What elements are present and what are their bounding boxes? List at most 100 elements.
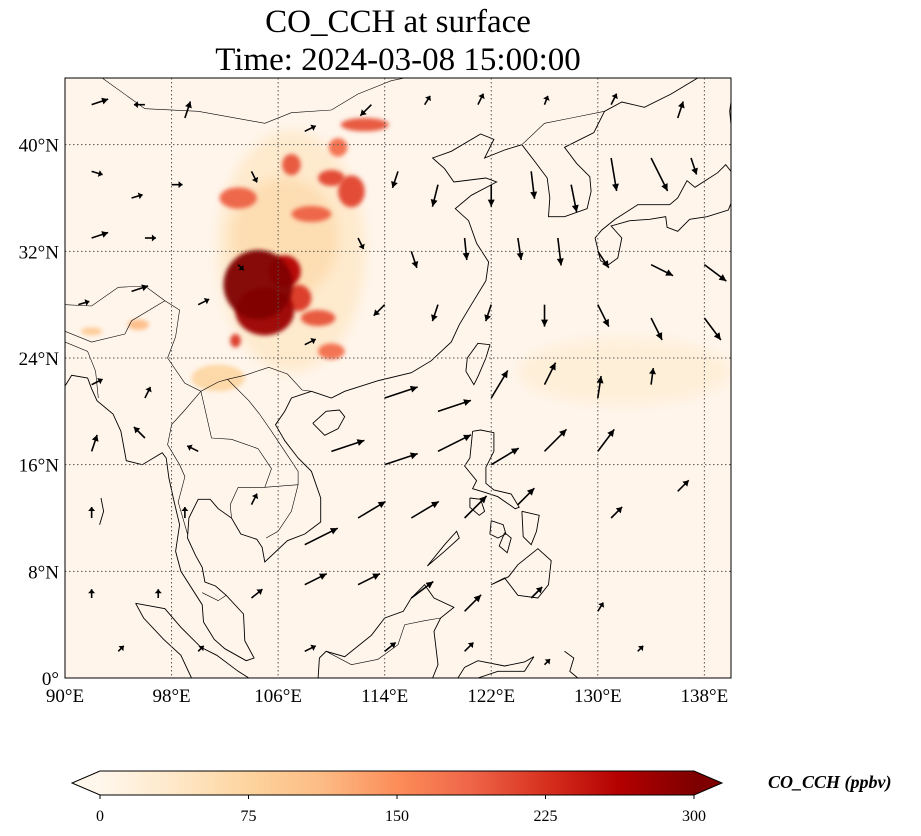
wind-arrow: [556, 237, 564, 266]
coastline-borneo: [317, 584, 455, 678]
wind-arrow: [543, 658, 551, 666]
lat-tick-label: 0°: [42, 669, 59, 690]
border-india-burma: [65, 300, 166, 343]
concentration-hotspot: [291, 206, 332, 222]
wind-arrow: [650, 263, 674, 277]
wind-arrow: [677, 479, 690, 492]
wind-arrow: [131, 284, 149, 293]
wind-arrow: [650, 157, 669, 192]
wind-arrow-head: [637, 645, 644, 652]
wind-arrow: [88, 589, 96, 598]
wind-arrow-head: [615, 507, 623, 514]
wind-arrow: [597, 304, 610, 328]
colorbar-tick-label: 150: [385, 808, 409, 825]
concentration-hotspot: [223, 249, 293, 320]
wind-arrow-head: [682, 480, 689, 487]
wind-arrow-head: [478, 93, 485, 100]
wind-arrow: [133, 426, 146, 439]
map-title-line2: Time: 2024-03-08 15:00:00: [215, 42, 581, 78]
wind-arrow: [410, 580, 434, 599]
wind-arrow-head: [178, 181, 183, 189]
lon-tick-label: 122°E: [467, 686, 515, 707]
latitude-tick-labels: 0° 8°N 16°N 24°N 32°N 40°N: [19, 136, 60, 690]
wind-arrow-head: [251, 493, 259, 500]
wind-arrow: [133, 101, 145, 109]
lat-tick-label: 8°N: [28, 562, 59, 583]
lat-tick-label: 24°N: [19, 349, 60, 370]
wind-arrow: [484, 304, 492, 322]
wind-arrow-head: [543, 95, 550, 101]
coastline-mindoro: [469, 497, 486, 516]
wind-arrow: [610, 506, 623, 519]
wind-arrow: [490, 447, 520, 466]
coastline-panay: [489, 520, 507, 539]
wind-arrow-head: [145, 387, 152, 393]
coastline-hainan: [312, 409, 346, 436]
wind-arrow: [91, 231, 109, 239]
wind-arrow: [703, 317, 722, 341]
wind-arrow-head: [360, 109, 367, 116]
wind-arrow: [543, 95, 550, 105]
wind-arrow-head: [141, 284, 149, 292]
concentration-hotspot: [219, 187, 257, 209]
wind-arrow: [197, 645, 205, 652]
wind-arrow-head: [556, 258, 564, 266]
border-cambodia: [264, 484, 299, 488]
wind-arrow: [464, 594, 482, 612]
concentration-hotspot: [230, 334, 241, 348]
wind-arrow-head: [596, 376, 604, 384]
wind-arrow: [423, 95, 431, 106]
colorbar-ticks: 0 75 150 225 300: [96, 795, 706, 825]
wind-arrow: [181, 507, 189, 518]
wind-arrow-head: [607, 429, 615, 438]
wind-arrow-head: [97, 377, 103, 385]
colorbar: 0 75 150 225 300 CO_CCH (ppbv): [70, 770, 892, 825]
border-burma-thailand: [167, 391, 202, 535]
wind-arrow: [610, 93, 618, 106]
wind-arrow-head: [251, 176, 259, 183]
wind-arrow-head: [310, 337, 316, 345]
wind-arrow: [117, 645, 125, 652]
wind-arrow: [464, 641, 474, 652]
wind-arrow: [304, 124, 317, 133]
wind-arrow-head: [677, 101, 685, 109]
coastline-samar-leyte: [521, 510, 540, 546]
concentration-field: [80, 118, 731, 405]
concentration-hotspot: [338, 175, 365, 208]
wind-arrow: [90, 434, 99, 452]
coastline-negros-cebu: [498, 532, 512, 554]
wind-arrow-head: [389, 642, 396, 649]
wind-arrow: [517, 487, 535, 506]
wind-arrow-head: [425, 581, 434, 589]
wind-arrow: [184, 101, 192, 119]
coastline-halmahera: [564, 650, 579, 678]
wind-arrow-head: [661, 183, 668, 191]
lon-tick-label: 130°E: [574, 686, 622, 707]
wind-arrow-head: [88, 589, 96, 594]
coastline-mindanao: [490, 548, 552, 599]
wind-arrow-head: [409, 385, 418, 393]
wind-arrow: [384, 641, 397, 652]
wind-arrow: [596, 375, 604, 399]
wind-arrow-head: [430, 199, 438, 207]
wind-arrow: [477, 93, 485, 106]
wind-arrow-head: [187, 444, 193, 451]
border-china-mongolia: [101, 78, 405, 124]
wind-arrow-head: [203, 297, 210, 305]
wind-arrow-head: [101, 231, 109, 238]
wind-arrow: [703, 264, 727, 282]
colorbar-gradient: [100, 771, 694, 795]
wind-arrow: [530, 586, 543, 599]
wind-arrow: [250, 493, 259, 506]
wind-arrow-head: [151, 234, 156, 242]
wind-arrow: [91, 170, 103, 177]
border-thailand-laos: [200, 391, 272, 519]
coastline-indochina: [65, 374, 322, 662]
map-area: [65, 78, 731, 678]
wind-arrow: [530, 171, 538, 199]
coastline-korea: [521, 78, 698, 218]
colorbar-tick-label: 225: [534, 808, 558, 825]
wind-arrow: [597, 428, 615, 452]
wind-arrow-head: [463, 434, 471, 442]
wind-arrow: [610, 157, 619, 192]
